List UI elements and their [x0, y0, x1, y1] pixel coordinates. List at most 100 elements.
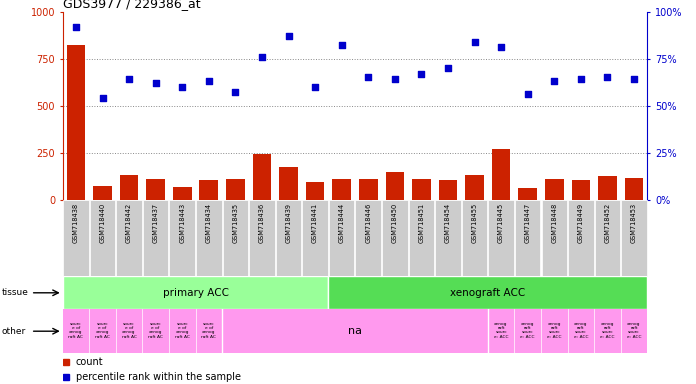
Text: GSM718442: GSM718442 — [126, 203, 132, 243]
Bar — [329, 200, 354, 276]
Text: GDS3977 / 229386_at: GDS3977 / 229386_at — [63, 0, 200, 10]
Bar — [169, 200, 195, 276]
Bar — [196, 200, 221, 276]
Bar — [93, 185, 112, 200]
Text: xenog
raft
sourc
e: ACC: xenog raft sourc e: ACC — [626, 322, 641, 339]
Text: GSM718441: GSM718441 — [312, 203, 318, 243]
Text: xenograft ACC: xenograft ACC — [450, 288, 525, 298]
Text: other: other — [1, 327, 26, 336]
Text: GSM718449: GSM718449 — [578, 203, 584, 243]
Text: GSM718440: GSM718440 — [100, 203, 106, 243]
Point — [230, 89, 241, 96]
Bar — [329, 276, 647, 309]
Bar — [359, 179, 377, 200]
Bar — [465, 175, 484, 200]
Text: na: na — [348, 326, 362, 336]
Point — [256, 54, 267, 60]
Bar — [249, 200, 275, 276]
Text: primary ACC: primary ACC — [162, 288, 228, 298]
Bar — [568, 200, 594, 276]
Bar — [461, 200, 487, 276]
Point — [602, 74, 613, 81]
Bar — [409, 200, 434, 276]
Point — [150, 80, 161, 86]
Point — [443, 65, 454, 71]
Bar — [492, 149, 510, 200]
Text: GSM718451: GSM718451 — [418, 203, 425, 243]
Bar — [143, 200, 168, 276]
Bar — [435, 200, 461, 276]
Text: GSM718453: GSM718453 — [631, 203, 637, 243]
Text: GSM718439: GSM718439 — [285, 203, 292, 243]
Text: percentile rank within the sample: percentile rank within the sample — [75, 372, 241, 382]
Bar — [276, 200, 301, 276]
Point — [123, 76, 134, 82]
Text: tissue: tissue — [1, 288, 29, 297]
Text: xenog
raft
sourc
e: ACC: xenog raft sourc e: ACC — [547, 322, 562, 339]
Bar — [306, 182, 324, 200]
Point — [70, 23, 81, 30]
Text: sourc
e of
xenog
raft AC: sourc e of xenog raft AC — [122, 322, 136, 339]
Bar — [571, 180, 590, 200]
Text: GSM718434: GSM718434 — [206, 203, 212, 243]
Bar — [382, 200, 408, 276]
Bar — [489, 200, 514, 276]
Bar — [116, 200, 142, 276]
Point — [522, 91, 533, 98]
Text: GSM718452: GSM718452 — [604, 203, 610, 243]
Point — [177, 84, 188, 90]
Point — [469, 38, 480, 45]
Text: GSM718445: GSM718445 — [498, 203, 504, 243]
Point — [496, 44, 507, 50]
Text: sourc
e of
xenog
raft AC: sourc e of xenog raft AC — [95, 322, 110, 339]
Text: GSM718455: GSM718455 — [472, 203, 477, 243]
Point — [336, 42, 347, 48]
Point — [416, 71, 427, 77]
Bar — [519, 189, 537, 200]
Text: xenog
raft
sourc
e: ACC: xenog raft sourc e: ACC — [600, 322, 615, 339]
Bar — [438, 180, 457, 200]
Text: GSM718438: GSM718438 — [73, 203, 79, 243]
Point — [97, 95, 108, 101]
Text: GSM718437: GSM718437 — [152, 203, 159, 243]
Bar — [90, 200, 116, 276]
Bar — [302, 200, 328, 276]
Point — [283, 33, 294, 39]
Point — [576, 76, 587, 82]
Text: xenog
raft
sourc
e: ACC: xenog raft sourc e: ACC — [521, 322, 535, 339]
Point — [628, 76, 640, 82]
Text: xenog
raft
sourc
e: ACC: xenog raft sourc e: ACC — [494, 322, 508, 339]
Text: GSM718454: GSM718454 — [445, 203, 451, 243]
Bar — [223, 200, 248, 276]
Text: count: count — [75, 357, 103, 367]
Text: GSM718443: GSM718443 — [180, 203, 185, 243]
Text: sourc
e of
xenog
raft AC: sourc e of xenog raft AC — [148, 322, 163, 339]
Bar — [333, 179, 351, 200]
Bar — [625, 178, 643, 200]
Bar — [622, 200, 647, 276]
Bar — [63, 200, 88, 276]
Text: GSM718450: GSM718450 — [392, 203, 398, 243]
Text: GSM718448: GSM718448 — [551, 203, 557, 243]
Bar — [594, 200, 620, 276]
Point — [548, 78, 560, 84]
Bar — [200, 180, 218, 200]
Text: GSM718435: GSM718435 — [232, 203, 238, 243]
Bar — [63, 276, 329, 309]
Bar — [226, 179, 245, 200]
Bar — [598, 176, 617, 200]
Bar — [386, 172, 404, 200]
Text: GSM718446: GSM718446 — [365, 203, 371, 243]
Text: xenog
raft
sourc
e: ACC: xenog raft sourc e: ACC — [574, 322, 588, 339]
Text: sourc
e of
xenog
raft AC: sourc e of xenog raft AC — [175, 322, 190, 339]
Point — [310, 84, 321, 90]
Bar — [515, 200, 541, 276]
Bar — [412, 179, 431, 200]
Text: GSM718444: GSM718444 — [339, 203, 345, 243]
Bar — [541, 200, 567, 276]
Text: GSM718436: GSM718436 — [259, 203, 265, 243]
Bar — [279, 167, 298, 200]
Bar — [356, 200, 381, 276]
Text: sourc
e of
xenog
raft AC: sourc e of xenog raft AC — [201, 322, 216, 339]
Bar — [146, 179, 165, 200]
